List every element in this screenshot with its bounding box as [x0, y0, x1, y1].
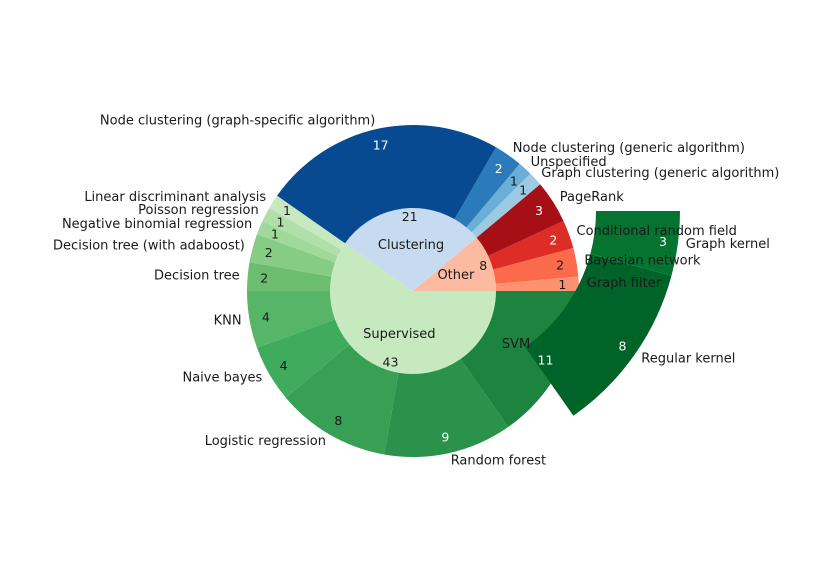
outer-label-random-forest: Random forest [451, 453, 546, 468]
outer-ring [247, 124, 579, 457]
svm-label-regular-kernel: Regular kernel [641, 352, 735, 367]
outer-slice-graph-clustering-generic-algorithm [471, 173, 541, 238]
outer-label-bayesian-network: Bayesian network [584, 253, 701, 268]
outer-value-graph-filter: 1 [558, 277, 566, 292]
outer-slice-random-forest [384, 358, 509, 457]
outer-value-decision-tree: 2 [260, 271, 268, 286]
inner-value-supervised: 43 [383, 355, 399, 370]
outer-label-negative-binomial-regression: Negative binomial regression [62, 217, 252, 232]
outer-label-decision-tree: Decision tree [154, 268, 240, 283]
outer-label-decision-tree-with-adaboost: Decision tree (with adaboost) [53, 239, 245, 254]
outer-label-logistic-regression: Logistic regression [205, 434, 326, 449]
outer-label-naive-bayes: Naive bayes [182, 371, 262, 386]
outer-value-graph-clustering-generic-algorithm: 1 [519, 183, 527, 198]
inner-label-clustering: Clustering [378, 238, 444, 253]
outer-slice-node-clustering-generic-algorithm [454, 147, 520, 228]
svm-slice-graph-kernel [590, 211, 680, 276]
outer-value-svm: 11 [538, 353, 554, 368]
outer-slice-naive-bayes [257, 319, 350, 398]
svm-value-graph-kernel: 3 [659, 234, 667, 249]
outer-value-bayesian-network: 2 [556, 258, 564, 273]
svm-label-graph-kernel: Graph kernel [686, 237, 770, 252]
outer-value-decision-tree-with-adaboost: 2 [265, 245, 273, 260]
outer-label-graph-clustering-generic-algorithm: Graph clustering (generic algorithm) [541, 166, 779, 181]
inner-slice-other [413, 237, 496, 291]
outer-label-graph-filter: Graph filter [587, 276, 662, 291]
inner-value-clustering: 21 [402, 209, 418, 224]
outer-value-knn: 4 [262, 309, 270, 324]
outer-slice-graph-filter [495, 276, 579, 291]
outer-value-unspecified: 1 [510, 173, 518, 188]
outer-value-poisson-regression: 1 [277, 215, 285, 230]
outer-value-node-clustering-graph-specific-algorithm: 17 [373, 138, 389, 153]
outer-label-node-clustering-generic-algorithm: Node clustering (generic algorithm) [513, 141, 745, 156]
outer-slice-unspecified [466, 163, 531, 233]
inner-value-other: 8 [479, 258, 487, 273]
outer-label-node-clustering-graph-specific-algorithm: Node clustering (graph-specific algorith… [100, 114, 375, 129]
svm-breakdown-ring [525, 211, 680, 416]
inner-ring [330, 207, 496, 374]
outer-label-unspecified: Unspecified [531, 155, 607, 170]
inner-slice-supervised [330, 243, 496, 374]
outer-value-pagerank: 3 [535, 203, 543, 218]
outer-slice-knn [247, 291, 336, 348]
svm-slice-regular-kernel [525, 253, 672, 416]
outer-slice-poisson-regression [262, 208, 342, 256]
outer-value-linear-discriminant-analysis: 1 [283, 203, 291, 218]
outer-slice-decision-tree [247, 262, 332, 291]
outer-slice-linear-discriminant-analysis [269, 195, 346, 250]
outer-value-node-clustering-generic-algorithm: 2 [495, 161, 503, 176]
svm-value-regular-kernel: 8 [619, 338, 627, 353]
outer-slice-negative-binomial-regression [257, 220, 338, 263]
outer-slice-node-clustering-graph-specific-algorithm [277, 124, 496, 244]
outer-value-logistic-regression: 8 [334, 413, 342, 428]
outer-label-pagerank: PageRank [560, 190, 624, 205]
outer-value-naive-bayes: 4 [280, 358, 288, 373]
outer-slice-conditional-random-field [488, 220, 574, 270]
inner-slice-clustering [345, 207, 477, 291]
inner-label-other: Other [437, 268, 475, 283]
outer-label-svm: SVM [502, 337, 530, 352]
outer-value-conditional-random-field: 2 [549, 232, 557, 247]
outer-label-poisson-regression: Poisson regression [138, 203, 259, 218]
outer-label-linear-discriminant-analysis: Linear discriminant analysis [84, 190, 266, 205]
outer-label-conditional-random-field: Conditional random field [577, 224, 737, 239]
outer-slice-decision-tree-with-adaboost [249, 234, 336, 277]
outer-value-negative-binomial-regression: 1 [271, 226, 279, 241]
outer-slice-logistic-regression [285, 344, 399, 455]
outer-slice-pagerank [476, 184, 564, 256]
inner-label-supervised: Supervised [363, 327, 435, 342]
outer-value-random-forest: 9 [441, 429, 449, 444]
outer-slice-bayesian-network [493, 248, 579, 284]
outer-label-knn: KNN [214, 314, 242, 329]
outer-slice-svm [460, 291, 579, 427]
